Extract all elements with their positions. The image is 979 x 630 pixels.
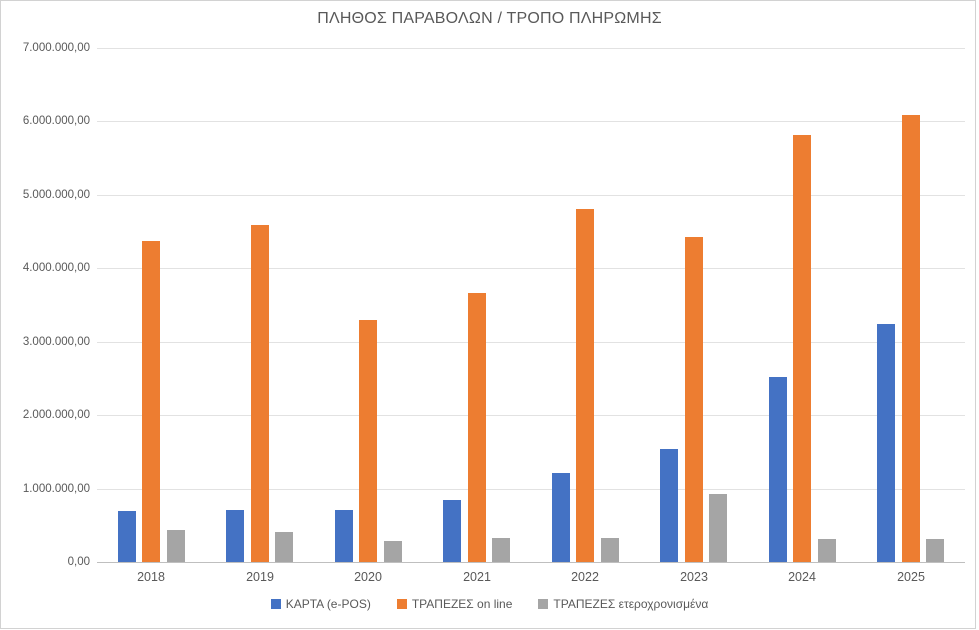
legend-swatch-icon: [270, 599, 281, 609]
legend-item-0: ΚΑΡΤΑ (e-POS): [270, 597, 371, 611]
bar-2020-series-0: [335, 510, 353, 562]
x-axis-label: 2023: [680, 570, 708, 584]
legend-label: ΤΡΑΠΕΖΕΣ ετεροχρονισμένα: [553, 597, 709, 611]
y-axis-tick-label: 5.000.000,00: [22, 189, 90, 201]
bar-2025-series-1: [902, 115, 920, 562]
bar-2021-series-2: [492, 538, 510, 562]
x-axis-label: 2022: [571, 570, 599, 584]
bar-2019-series-2: [275, 532, 293, 562]
x-axis-label: 2025: [897, 570, 925, 584]
bar-2021-series-0: [443, 500, 461, 562]
bar-2025-series-0: [877, 324, 895, 562]
y-axis-tick-label: 6.000.000,00: [22, 115, 90, 127]
bar-2018-series-1: [142, 241, 160, 562]
bar-2023-series-1: [685, 237, 703, 562]
x-axis-label: 2018: [137, 570, 165, 584]
y-axis-tick-label: 3.000.000,00: [22, 336, 90, 348]
x-axis-line: [97, 562, 965, 563]
x-axis-label: 2024: [788, 570, 816, 584]
bar-2022-series-1: [576, 209, 594, 562]
bar-2020-series-1: [359, 320, 377, 562]
gridline: [97, 195, 965, 196]
bar-2023-series-2: [709, 494, 727, 562]
x-axis-label: 2021: [463, 570, 491, 584]
legend-swatch-icon: [538, 599, 549, 609]
legend-label: ΤΡΑΠΕΖΕΣ on line: [411, 597, 513, 611]
bar-2025-series-2: [926, 539, 944, 562]
gridline: [97, 48, 965, 49]
legend-item-1: ΤΡΑΠΕΖΕΣ on line: [396, 597, 513, 611]
legend-label: ΚΑΡΤΑ (e-POS): [285, 597, 371, 611]
gridline: [97, 268, 965, 269]
bar-2019-series-1: [251, 225, 269, 562]
bar-2021-series-1: [468, 293, 486, 562]
bar-2018-series-0: [118, 511, 136, 562]
y-axis-tick-label: 0,00: [67, 556, 90, 568]
bar-2024-series-0: [769, 377, 787, 562]
gridline: [97, 415, 965, 416]
bar-2019-series-0: [226, 510, 244, 562]
bar-2024-series-2: [818, 539, 836, 562]
legend: ΚΑΡΤΑ (e-POS) ΤΡΑΠΕΖΕΣ on line ΤΡΑΠΕΖΕΣ ετ…: [0, 597, 979, 611]
x-axis-label: 2019: [246, 570, 274, 584]
y-axis-tick-label: 1.000.000,00: [22, 483, 90, 495]
bar-2018-series-2: [167, 530, 185, 562]
bar-2022-series-2: [601, 538, 619, 562]
plot-area: [97, 48, 965, 563]
legend-item-2: ΤΡΑΠΕΖΕΣ ετεροχρονισμένα: [538, 597, 708, 611]
bar-2022-series-0: [552, 473, 570, 562]
x-axis-label: 2020: [354, 570, 382, 584]
gridline: [97, 489, 965, 490]
y-axis-tick-label: 7.000.000,00: [22, 42, 90, 54]
gridline: [97, 121, 965, 122]
bar-2024-series-1: [793, 135, 811, 562]
bar-2023-series-0: [660, 449, 678, 562]
y-axis-tick-label: 2.000.000,00: [22, 409, 90, 421]
gridline: [97, 342, 965, 343]
y-axis-tick-label: 4.000.000,00: [22, 262, 90, 274]
bar-2020-series-2: [384, 541, 402, 562]
chart-title: ΠΛΗΘΟΣ ΠΑΡΑΒΟΛΩΝ / ΤΡΟΠΟ ΠΛΗΡΩΜΗΣ: [317, 10, 662, 27]
legend-swatch-icon: [396, 599, 407, 609]
